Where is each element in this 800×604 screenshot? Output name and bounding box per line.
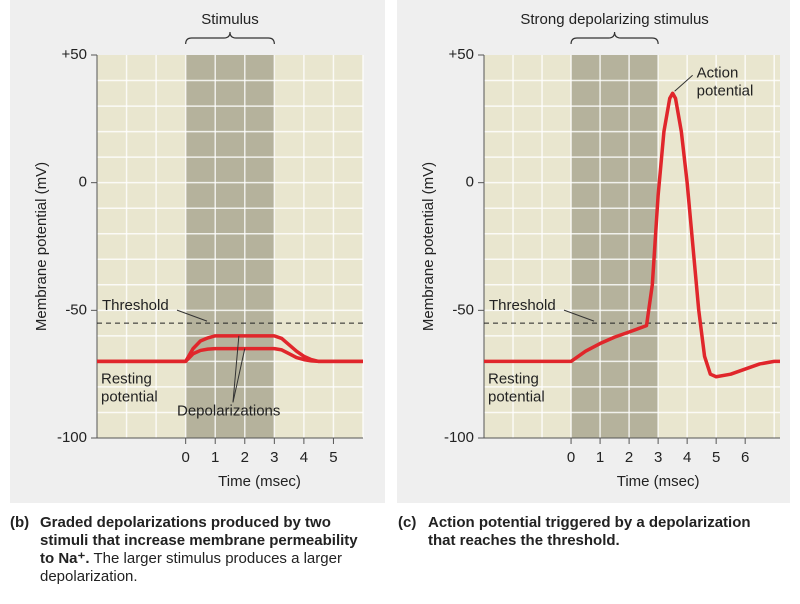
caption: (c) Action potential triggered by a depol… xyxy=(398,514,753,550)
curve-label: Action xyxy=(697,64,739,81)
stimulus-band xyxy=(571,55,659,438)
x-axis-label: Time (msec) xyxy=(617,473,700,490)
x-tick-label: 1 xyxy=(211,449,219,466)
leader xyxy=(674,74,693,92)
x-tick-label: 0 xyxy=(181,449,189,466)
curve-label: Depolarizations xyxy=(177,402,280,419)
curve-label: potential xyxy=(697,82,754,99)
threshold-label: Threshold xyxy=(102,297,169,314)
stimulus-label: Stimulus xyxy=(201,11,259,28)
charts: -100 -50 0 +50 0 1 2 3 4 5 Time (msec) Membrane pot… xyxy=(10,0,790,503)
leader xyxy=(176,309,208,322)
stimulus-brace xyxy=(185,31,275,45)
stimulus-label: Strong depolarizing stimulus xyxy=(520,11,708,28)
y-tick-label: 0 xyxy=(79,174,87,191)
resting-label: Resting xyxy=(488,370,539,387)
x-tick-label: 5 xyxy=(712,449,720,466)
caption-bold: Graded depolarizations produced by two s… xyxy=(40,514,358,567)
x-tick-label: 3 xyxy=(270,449,278,466)
stimulus-band xyxy=(185,55,275,438)
x-axis-label: Time (msec) xyxy=(218,473,301,490)
x-tick-label: 2 xyxy=(625,449,633,466)
leader xyxy=(232,335,240,403)
caption-text: The larger stimulus produces a larger de… xyxy=(40,550,342,585)
x-tick-label: 4 xyxy=(300,449,308,466)
y-tick-label: -100 xyxy=(57,429,87,446)
line-series xyxy=(97,346,363,364)
x-tick-label: 3 xyxy=(654,449,662,466)
y-axis-label: Membrane potential (mV) xyxy=(420,162,437,331)
x-tick-label: 0 xyxy=(567,449,575,466)
leader xyxy=(563,309,595,322)
y-tick-label: -100 xyxy=(444,429,474,446)
resting-label: Resting xyxy=(101,370,152,387)
caption-bold: Action potential triggered by a depolari… xyxy=(428,514,751,549)
resting-label: potential xyxy=(101,388,158,405)
stimulus-brace xyxy=(570,31,659,45)
y-tick-label: -50 xyxy=(65,301,87,318)
resting-label: potential xyxy=(488,388,545,405)
y-tick-label: -50 xyxy=(452,301,474,318)
y-axis-label: Membrane potential (mV) xyxy=(33,162,50,331)
x-tick-label: 2 xyxy=(241,449,249,466)
caption-tag: (c) xyxy=(398,514,417,531)
x-tick-label: 1 xyxy=(596,449,604,466)
caption: (b) Graded depolarizations produced by tw… xyxy=(10,514,365,586)
threshold-label: Threshold xyxy=(489,297,556,314)
y-tick-label: +50 xyxy=(62,46,87,63)
line-series xyxy=(484,91,780,379)
leader xyxy=(232,348,246,403)
y-tick-label: 0 xyxy=(466,174,474,191)
x-tick-label: 4 xyxy=(683,449,691,466)
x-tick-label: 6 xyxy=(741,449,749,466)
caption-tag: (b) xyxy=(10,514,30,531)
y-tick-label: +50 xyxy=(449,46,474,63)
x-tick-label: 5 xyxy=(329,449,337,466)
